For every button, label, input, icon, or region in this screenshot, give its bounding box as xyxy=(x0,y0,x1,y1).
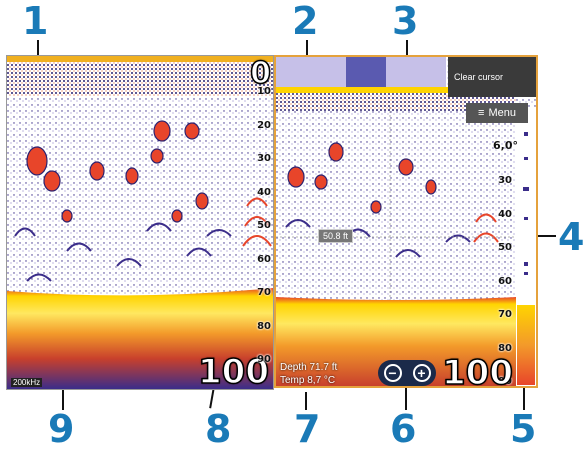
temp-readout: Temp 8,7 °C xyxy=(280,375,335,386)
clear-cursor-label: Clear cursor xyxy=(454,72,504,82)
depth-tick-label: 60 xyxy=(498,275,512,287)
callout-9: 9 xyxy=(48,407,75,451)
callout-2: 2 xyxy=(292,0,319,43)
zoom-in-button[interactable]: + xyxy=(412,364,431,382)
leader-7 xyxy=(305,392,307,410)
depth-tick-label: 90 xyxy=(257,354,271,365)
zoom-out-button[interactable]: − xyxy=(383,364,402,382)
depth-tick-label: 10 xyxy=(257,86,271,97)
depth-tick-label: 30 xyxy=(257,153,271,164)
temp-label: Temp xyxy=(280,375,305,386)
depth-tick-label: 60 xyxy=(257,253,271,265)
menu-button[interactable]: ≡ Menu xyxy=(466,103,528,123)
depth-value: 71.7 ft xyxy=(309,362,338,373)
cursor-depth-readout: 50.8 ft xyxy=(318,229,354,243)
menu-icon: ≡ xyxy=(478,107,485,119)
depth-tick-label: 40 xyxy=(257,186,271,198)
left-range-top: 0 xyxy=(249,56,271,92)
depth-tick-label: 80 xyxy=(498,342,512,354)
left-range-bottom: 100 xyxy=(197,351,269,390)
callout-5: 5 xyxy=(510,407,537,451)
left-sonar-panel[interactable]: 0 100 10 20 30 40 50 60 70 80 90 200kHz xyxy=(6,55,274,390)
callout-8: 8 xyxy=(205,407,232,451)
depth-tick-label: 20 xyxy=(257,119,271,131)
callout-6: 6 xyxy=(390,407,417,451)
water-temp-right: 6,0° xyxy=(493,139,518,152)
temp-value: 8,7 °C xyxy=(307,375,336,386)
right-range-bottom: 100 xyxy=(441,352,513,388)
depth-tick-label: 70 xyxy=(257,287,271,298)
depth-tick-label: 50 xyxy=(257,220,271,231)
depth-tick-label: 40 xyxy=(498,208,512,220)
zoom-controls: − + xyxy=(378,360,436,386)
depth-label: Depth xyxy=(280,362,307,373)
depth-tick-label: 30 xyxy=(498,175,512,186)
frequency-label: 200kHz xyxy=(11,378,43,387)
callout-1: 1 xyxy=(22,0,49,43)
leader-6 xyxy=(405,385,407,410)
callout-4: 4 xyxy=(558,215,585,259)
depth-readout: Depth 71.7 ft xyxy=(280,362,337,373)
menu-label: Menu xyxy=(488,107,516,119)
leader-5 xyxy=(523,385,525,410)
clear-cursor-button[interactable]: Clear cursor xyxy=(448,57,536,97)
callout-7: 7 xyxy=(294,407,321,451)
depth-tick-label: 50 xyxy=(498,242,512,253)
depth-tick-label: 80 xyxy=(257,320,271,332)
right-sonar-panel[interactable]: Clear cursor ≡ Menu 6,0° 30 40 50 60 70 80 90 … xyxy=(274,55,538,388)
left-sonar-image xyxy=(7,56,273,389)
depth-tick-label: 90 xyxy=(498,376,512,387)
callout-3: 3 xyxy=(392,0,419,43)
depth-tick-label: 70 xyxy=(498,309,512,320)
